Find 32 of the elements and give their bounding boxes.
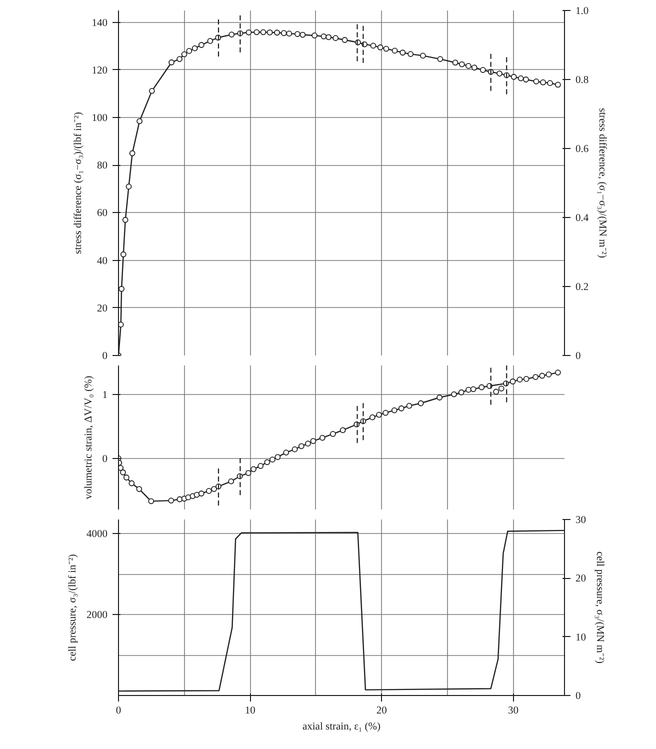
y-axis-title: stress difference (σ₁−σ₃)/(lbf in⁻²) — [72, 111, 84, 254]
y-tick-label: 1 — [102, 390, 108, 401]
y2-axis-title: cell pressure, σ₃/(MN m⁻²) — [594, 551, 605, 664]
y2-tick-label: 1.0 — [576, 6, 589, 17]
y-axis-title: cell pressure, σ₃/(lbf in⁻²) — [68, 554, 78, 661]
y-tick-label: 4000 — [86, 529, 108, 540]
y2-tick-label: 0 — [576, 351, 581, 362]
y-tick-label: 2000 — [86, 610, 108, 622]
y-tick-label: 20 — [97, 303, 108, 314]
y-tick-label: 140 — [92, 18, 108, 29]
y-tick-label: 80 — [97, 160, 108, 172]
y2-tick-label: 0.8 — [576, 75, 589, 86]
y-tick-label: 0 — [102, 351, 108, 362]
y-tick-label: 40 — [97, 256, 108, 267]
y2-tick-label: 10 — [576, 632, 586, 644]
y2-tick-label: 30 — [576, 515, 586, 526]
x-tick-label: 30 — [508, 706, 518, 716]
y2-tick-label: 0 — [576, 691, 581, 702]
y2-tick-label: 0.6 — [576, 144, 589, 155]
y2-tick-label: 0.4 — [576, 213, 590, 224]
y-tick-label: 60 — [97, 208, 108, 220]
y-tick-label: 120 — [92, 65, 108, 76]
y2-tick-label: 20 — [576, 574, 586, 585]
x-tick-label: 0 — [116, 706, 122, 716]
y-tick-label: 0 — [102, 454, 108, 465]
x-tick-label: 10 — [244, 706, 256, 716]
y-axis-title: volumetric strain, ΔV/V₀ (%) — [83, 375, 94, 500]
x-axis-title: axial strain, ε₁ (%) — [302, 722, 382, 732]
x-tick-label: 20 — [376, 706, 387, 716]
y2-axis-title: stress difference, (σ₁−σ₃)/(MN m⁻²) — [596, 108, 608, 258]
y-tick-label: 100 — [92, 113, 108, 124]
y2-tick-label: 0.2 — [576, 282, 589, 293]
